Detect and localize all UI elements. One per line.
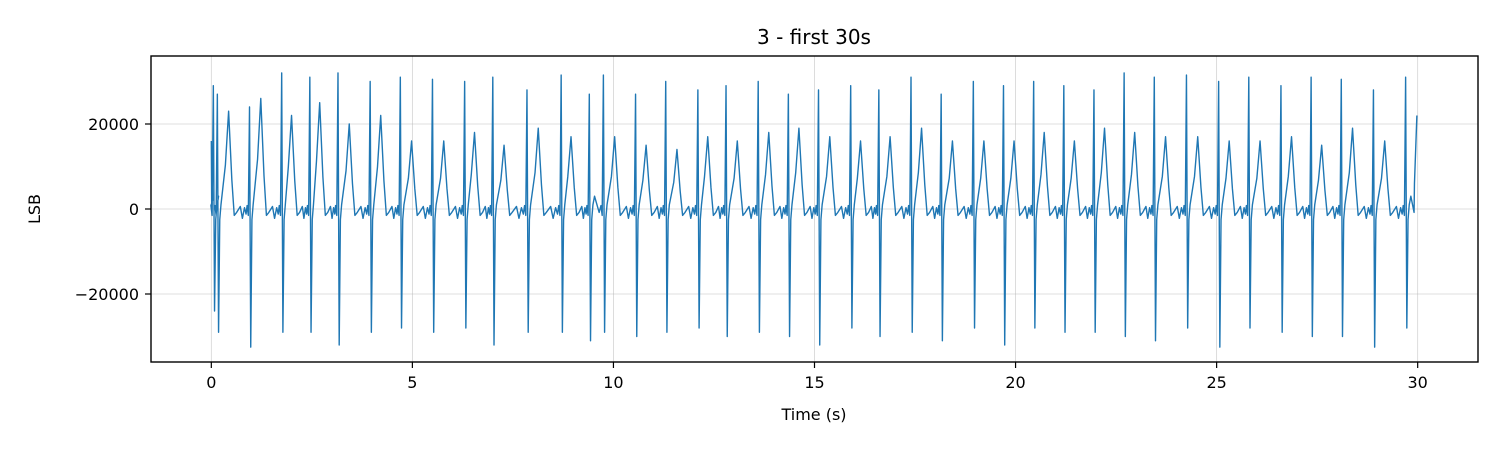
series-line	[210, 72, 1418, 348]
x-axis-label: Time (s)	[780, 405, 846, 424]
x-tick-label: 20	[1005, 373, 1025, 392]
x-axis: 0 5 10 15 20 25 30	[206, 362, 1428, 392]
x-tick-label: 25	[1206, 373, 1226, 392]
y-tick-label: −20000	[75, 285, 139, 304]
x-tick-label: 5	[407, 373, 417, 392]
x-tick-label: 15	[804, 373, 824, 392]
x-tick-label: 10	[603, 373, 623, 392]
y-tick-label: 20000	[88, 115, 139, 134]
y-axis: −20000 0 20000	[75, 115, 151, 304]
chart-title: 3 - first 30s	[757, 25, 871, 49]
x-tick-label: 30	[1408, 373, 1428, 392]
x-tick-label: 0	[206, 373, 216, 392]
y-tick-label: 0	[129, 200, 139, 219]
plot-area	[210, 72, 1418, 348]
y-axis-label: LSB	[25, 194, 44, 224]
